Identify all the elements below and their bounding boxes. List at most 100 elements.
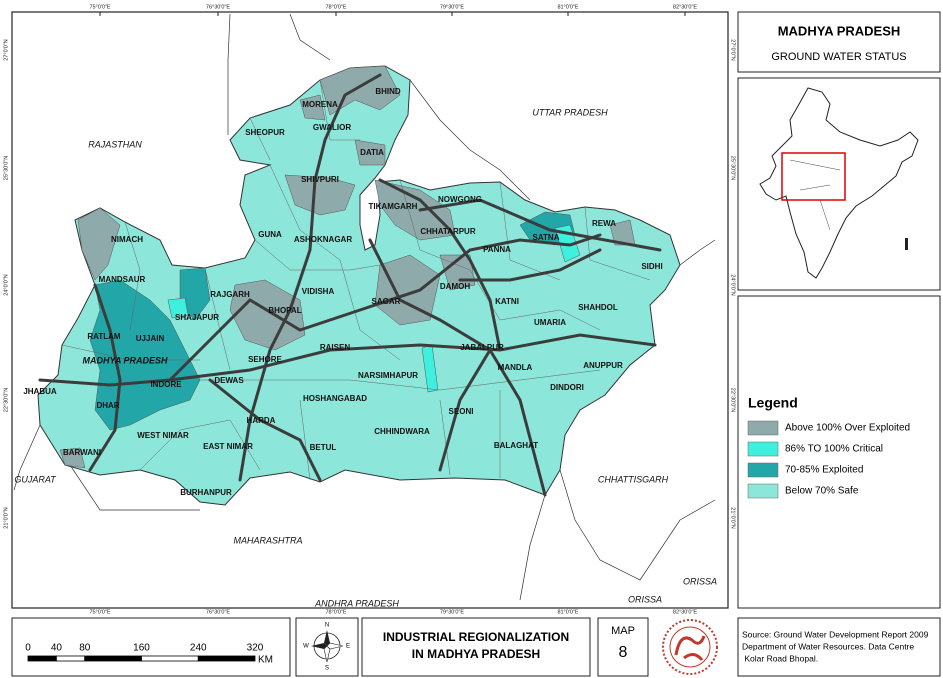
compass-s: S	[325, 666, 329, 672]
district-label: BETUL	[310, 443, 337, 452]
district-label: NOWGONG	[438, 195, 482, 204]
footer-title: IN MADHYA PRADESH	[412, 647, 540, 661]
compass-rose	[311, 630, 344, 663]
legend-label: Below 70% Safe	[785, 486, 859, 497]
district-label: HOSHANGABAD	[303, 394, 367, 403]
district-label: SHAHDOL	[578, 303, 618, 312]
road	[238, 73, 382, 482]
district-label: INDORE	[150, 380, 182, 389]
neighbor-label: ORISSA	[628, 594, 662, 604]
latitude-label: 22°30'0"N	[730, 388, 736, 412]
scale-box	[11, 617, 291, 677]
neighbor-label: MAHARASHTRA	[233, 535, 302, 545]
longitude-label: 76°30'0"E	[206, 609, 230, 615]
neighbor-label: RAJASTHAN	[88, 139, 142, 149]
road	[418, 198, 662, 252]
status-area	[59, 447, 86, 469]
longitude-label: 81°0'0"E	[557, 4, 578, 10]
title-box	[737, 11, 941, 73]
district-label: BHOPAL	[268, 306, 301, 315]
latitude-label: 24°0'0"N	[3, 274, 9, 295]
source-box	[737, 617, 941, 677]
latitude-label: 27°0'0"N	[3, 39, 9, 60]
state-border	[13, 13, 716, 601]
map-number-box	[597, 617, 649, 677]
district-label: EAST NIMAR	[203, 442, 253, 451]
district-label: UMARIA	[534, 318, 566, 327]
district-label: SEONI	[449, 407, 474, 416]
district-label: NARSIMHAPUR	[358, 371, 418, 380]
district-label: PANNA	[483, 245, 511, 254]
scale-tick-label: 80	[79, 643, 91, 654]
district-label: REWA	[592, 219, 616, 228]
legend-swatch	[747, 462, 779, 478]
subtitle: GROUND WATER STATUS	[771, 51, 906, 63]
latitude-label: 25°30'0"N	[3, 156, 9, 180]
latitude-label: 21°0'0"N	[730, 507, 736, 528]
district-label: ASHOKNAGAR	[294, 235, 352, 244]
district-label: SHIVPURI	[301, 175, 339, 184]
legend-swatch	[747, 420, 779, 436]
district-label: KATNI	[495, 297, 519, 306]
district-label: GWALIOR	[313, 123, 351, 132]
longitude-label: 78°0'0"E	[325, 609, 346, 615]
legend-label: 70-85% Exploited	[785, 465, 863, 476]
district-label: SHEOPUR	[245, 128, 285, 137]
district-label: MANDSAUR	[99, 275, 146, 284]
longitude-label: 79°30'0"E	[440, 609, 464, 615]
road	[368, 238, 547, 497]
district-label: RAISEN	[320, 343, 350, 352]
district-label: SATNA	[533, 233, 560, 242]
scale-segment	[141, 655, 199, 662]
district-label: UJJAIN	[136, 334, 165, 343]
status-area	[299, 94, 326, 121]
source-line: Department of Water Resources. Data Cent…	[742, 641, 914, 651]
neighbor-label: GUJARAT	[14, 474, 57, 484]
longitude-label: 76°30'0"E	[206, 4, 230, 10]
longitude-label: 81°0'0"E	[557, 609, 578, 615]
scale-segment	[27, 655, 57, 662]
legend-swatch	[747, 483, 779, 499]
legend-swatch	[747, 441, 779, 457]
district-label: DAMOH	[440, 282, 470, 291]
inset-highlight	[781, 152, 846, 201]
neighbor-label: UTTAR PRADESH	[532, 107, 608, 117]
title: MADHYA PRADESH	[778, 23, 901, 38]
legend-title: Legend	[748, 395, 798, 411]
source-line: Source: Ground Water Development Report …	[742, 629, 929, 639]
neighbor-label: CHHATTISGARH	[598, 474, 669, 484]
legend-label: Above 100% Over Exploited	[785, 423, 910, 434]
map-label: MAP	[611, 625, 635, 637]
scale-segment	[197, 655, 256, 662]
district-label: RAJGARH	[210, 290, 250, 299]
district-label: DEWAS	[214, 376, 244, 385]
road	[438, 348, 492, 472]
status-area	[354, 139, 386, 166]
compass-w: W	[303, 644, 309, 650]
district-label: TIKAMGARH	[369, 202, 418, 211]
compass-e: E	[346, 644, 350, 650]
status-area	[77, 207, 121, 281]
latitude-label: 22°30'0"N	[3, 388, 9, 412]
district-label: CHHATARPUR	[420, 227, 475, 236]
district-label: HARDA	[247, 416, 276, 425]
longitude-label: 75°0'0"E	[89, 609, 110, 615]
road	[168, 233, 602, 382]
district-label: BALAGHAT	[494, 441, 538, 450]
district-label: CHHINDWARA	[374, 427, 430, 436]
road	[378, 178, 502, 352]
district-label: SEHORE	[248, 355, 282, 364]
district-label: DATIA	[360, 148, 384, 157]
road	[88, 283, 122, 472]
map-number: 8	[619, 644, 628, 661]
india-outline	[759, 87, 919, 279]
status-area	[284, 174, 356, 216]
longitude-label: 82°30'0"E	[673, 4, 697, 10]
district-label: VIDISHA	[302, 287, 335, 296]
district-label: GUNA	[258, 230, 282, 239]
district-label: SIDHI	[641, 262, 662, 271]
district-label: DHAR	[96, 401, 119, 410]
district-label: SHAJAPUR	[175, 313, 219, 322]
scale-unit: KM	[258, 655, 273, 666]
logo	[662, 619, 718, 675]
